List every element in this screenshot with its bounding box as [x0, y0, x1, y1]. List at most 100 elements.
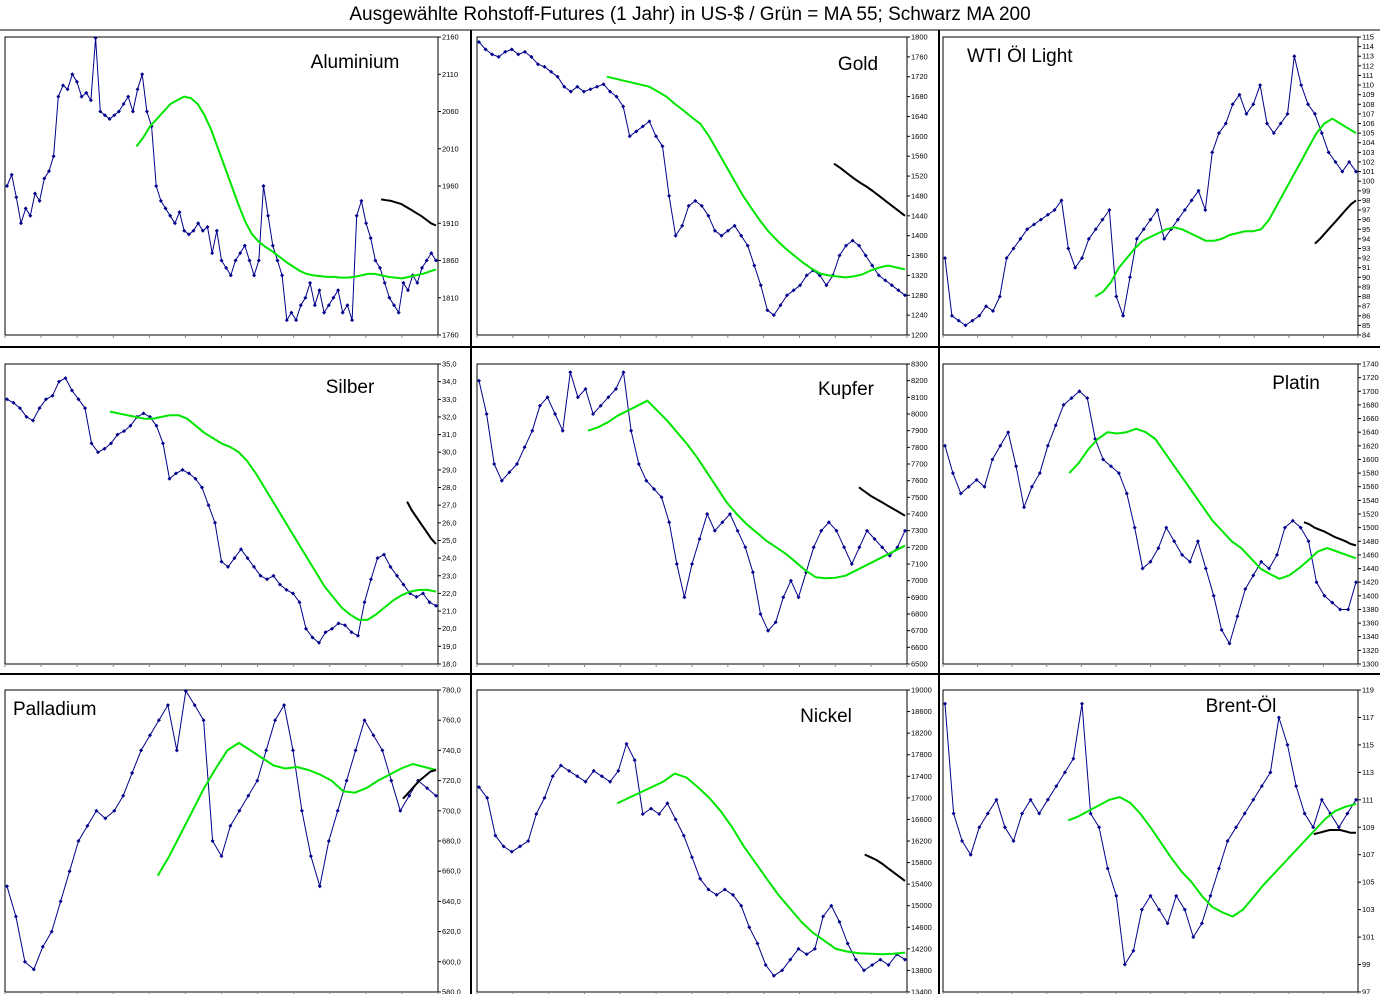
- price-point: [562, 84, 567, 89]
- price-point: [568, 89, 573, 94]
- y-tick-label: 119: [1362, 686, 1374, 695]
- price-point: [109, 441, 113, 446]
- chart-title: Nickel: [800, 706, 852, 727]
- price-point: [354, 213, 359, 218]
- price-point: [156, 718, 161, 723]
- price-point: [264, 748, 269, 753]
- y-tick-label: 107: [1362, 109, 1375, 118]
- price-point: [1080, 701, 1084, 706]
- y-tick-label: 1600: [1362, 455, 1379, 464]
- price-point: [739, 903, 744, 908]
- price-point: [515, 462, 519, 466]
- y-tick-label: 22,0: [442, 589, 457, 598]
- price-point: [1227, 641, 1232, 646]
- y-tick-label: 8100: [911, 393, 928, 402]
- price-point: [1105, 866, 1110, 871]
- price-point: [261, 184, 266, 188]
- price-point: [1069, 396, 1074, 401]
- price-point: [1088, 811, 1093, 816]
- y-tick-label: 6600: [911, 643, 928, 652]
- price-point: [627, 134, 632, 139]
- price-point: [1237, 92, 1242, 97]
- y-tick-label: 18600: [911, 707, 932, 716]
- price-point: [1285, 742, 1290, 747]
- price-point: [284, 587, 289, 592]
- y-tick-label: 17000: [911, 793, 932, 802]
- y-tick-label: 1860: [442, 256, 459, 265]
- y-tick-label: 1340: [1362, 632, 1379, 641]
- price-point: [255, 778, 260, 783]
- price-point: [665, 801, 670, 806]
- price-point: [634, 129, 639, 134]
- y-tick-label: 7200: [911, 543, 928, 552]
- price-point: [18, 406, 22, 411]
- price-point: [210, 839, 215, 843]
- price-point: [368, 236, 373, 241]
- price-point: [966, 484, 971, 489]
- chart-title: Silber: [326, 377, 375, 398]
- price-point: [362, 600, 367, 605]
- price-point: [434, 793, 438, 798]
- price-point: [1165, 921, 1170, 926]
- price-point: [1199, 921, 1204, 926]
- price-point: [167, 476, 172, 481]
- price-point: [369, 577, 373, 582]
- price-line: [6, 377, 437, 644]
- price-point: [336, 288, 341, 293]
- y-tick-label: 111: [1362, 71, 1373, 80]
- price-point: [560, 428, 565, 433]
- price-point: [1004, 256, 1009, 261]
- price-point: [37, 406, 42, 411]
- price-point: [555, 74, 560, 79]
- price-point: [1319, 797, 1324, 802]
- ma200-line: [1313, 829, 1356, 836]
- price-point: [238, 251, 243, 256]
- chart-nickel: 19000 18600 18200 17800 17400 17000 16600 16200…: [476, 686, 932, 994]
- price-point: [1234, 825, 1239, 830]
- y-tick-label: 780,0: [442, 686, 461, 695]
- price-point: [1128, 275, 1132, 280]
- price-point: [273, 718, 278, 723]
- price-point: [336, 621, 341, 626]
- price-point: [1011, 246, 1016, 251]
- price-point: [1182, 907, 1187, 912]
- y-tick-label: 2010: [442, 144, 459, 153]
- price-point: [998, 443, 1003, 448]
- price-point: [40, 944, 45, 949]
- price-point: [226, 564, 230, 569]
- price-point: [750, 570, 755, 575]
- price-point: [1073, 265, 1078, 270]
- price-point: [714, 892, 719, 897]
- price-point: [886, 963, 891, 967]
- price-point: [398, 808, 403, 813]
- chart-brent-öl: 119 117 115 113 111 109 107 105 103 101 99 97 Brent-…: [942, 686, 1375, 994]
- chart-title: WTI Öl Light: [967, 46, 1073, 67]
- y-tick-label: 6900: [911, 593, 928, 602]
- price-point: [632, 758, 637, 763]
- price-point: [331, 295, 336, 300]
- price-point: [1336, 825, 1341, 830]
- price-point: [943, 443, 947, 448]
- price-point: [228, 273, 233, 278]
- price-point: [246, 793, 251, 798]
- y-tick-label: 105: [1362, 878, 1375, 887]
- price-point: [353, 748, 358, 753]
- price-point: [588, 87, 593, 92]
- price-point: [192, 703, 197, 708]
- price-point: [844, 243, 848, 248]
- price-point: [1045, 212, 1050, 217]
- price-point: [804, 952, 809, 957]
- y-tick-label: 1240: [911, 311, 928, 320]
- price-point: [647, 119, 652, 124]
- price-point: [1294, 784, 1299, 789]
- price-point: [140, 72, 145, 77]
- y-tick-label: 32,0: [442, 412, 457, 421]
- price-point: [598, 403, 603, 408]
- y-tick-label: 35,0: [442, 360, 457, 369]
- price-point: [84, 90, 89, 95]
- y-tick-label: 1480: [1362, 537, 1379, 546]
- price-point: [1225, 839, 1230, 843]
- price-point: [984, 304, 989, 309]
- price-point: [265, 577, 269, 582]
- y-tick-label: 14200: [911, 944, 932, 953]
